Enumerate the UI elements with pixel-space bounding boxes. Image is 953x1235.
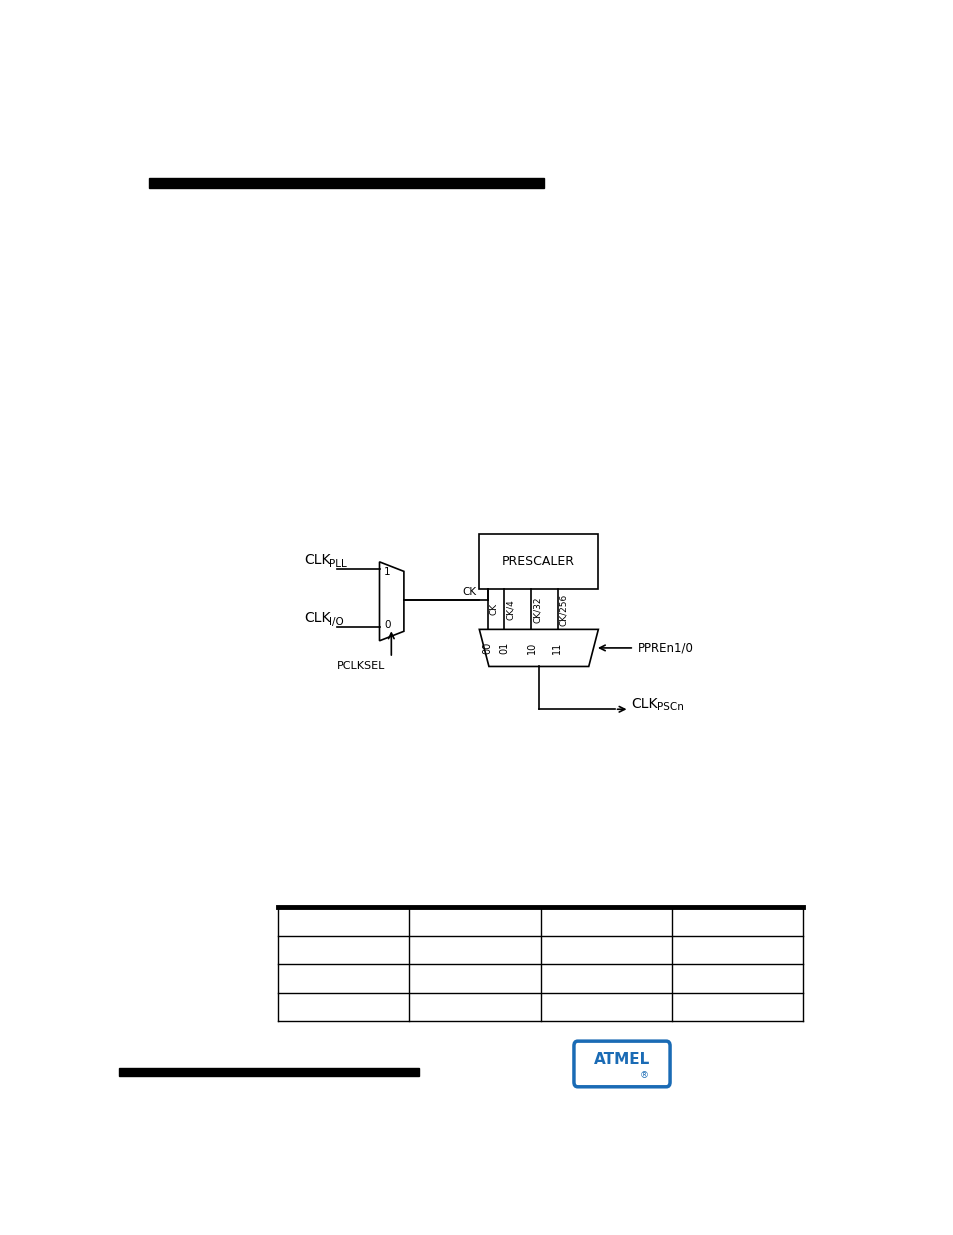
Text: 00: 00 bbox=[482, 642, 492, 655]
Text: CK: CK bbox=[489, 604, 498, 615]
Bar bbox=[149, 178, 544, 188]
Text: ®: ® bbox=[639, 1071, 648, 1081]
Text: CK/256: CK/256 bbox=[558, 593, 568, 626]
Text: 01: 01 bbox=[499, 642, 509, 655]
Text: 0: 0 bbox=[383, 620, 390, 630]
Text: PSCn: PSCn bbox=[656, 703, 683, 713]
Text: PLL: PLL bbox=[329, 558, 347, 569]
Bar bbox=[119, 1068, 418, 1077]
Text: 1: 1 bbox=[383, 567, 390, 577]
Text: PPREn1/0: PPREn1/0 bbox=[638, 641, 693, 655]
Text: CK: CK bbox=[462, 587, 476, 597]
FancyBboxPatch shape bbox=[574, 1041, 669, 1087]
Text: CK/4: CK/4 bbox=[505, 599, 515, 620]
Text: I/O: I/O bbox=[329, 616, 344, 627]
Text: CK/32: CK/32 bbox=[532, 597, 541, 622]
Text: CLK: CLK bbox=[304, 611, 331, 625]
Text: PCLKSEL: PCLKSEL bbox=[337, 661, 385, 671]
Bar bbox=[478, 535, 597, 589]
Text: ATMEL: ATMEL bbox=[594, 1052, 649, 1067]
Text: CLK: CLK bbox=[630, 697, 657, 710]
Text: 10: 10 bbox=[526, 642, 537, 655]
Text: CLK: CLK bbox=[304, 553, 331, 567]
Text: 11: 11 bbox=[552, 642, 561, 655]
Text: PRESCALER: PRESCALER bbox=[501, 556, 575, 568]
